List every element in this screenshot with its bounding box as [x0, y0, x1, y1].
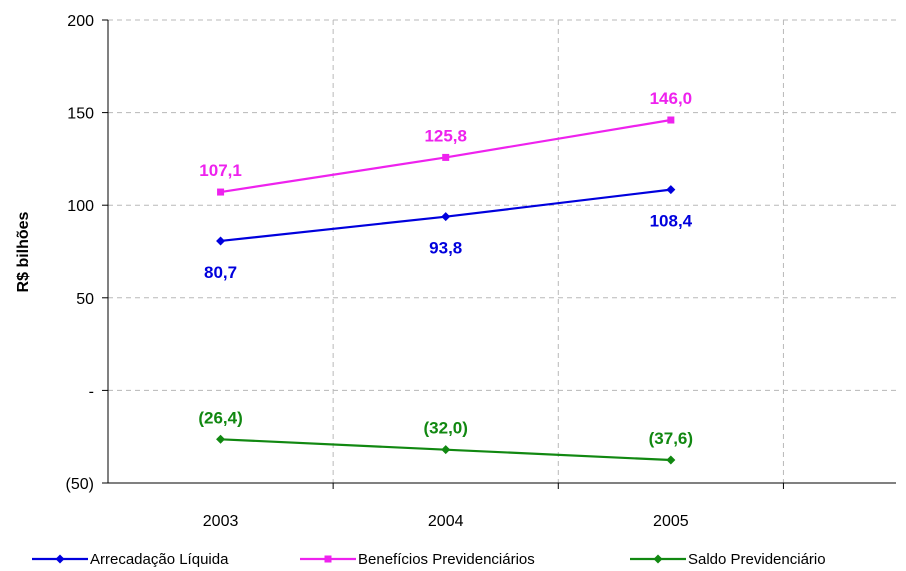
legend-item: Saldo Previdenciário: [630, 548, 826, 570]
x-tick-labels: 2003 2004 2005: [203, 513, 689, 530]
legend: Arrecadação Líquida Benefícios Previdenci…: [0, 548, 906, 570]
data-label: 146,0: [650, 89, 693, 108]
series-2: 107,1 125,8 146,0: [199, 89, 692, 196]
y-tick-label: 150: [67, 106, 94, 123]
x-tick-label: 2005: [653, 513, 689, 530]
axes: [102, 19, 896, 489]
y-axis-label: R$ bilhões: [15, 211, 32, 292]
data-label: 93,8: [429, 239, 462, 258]
legend-swatch: [300, 555, 356, 563]
legend-label: Arrecadação Líquida: [90, 550, 229, 568]
data-point: [666, 455, 676, 465]
data-label: (32,0): [424, 419, 468, 438]
legend-label: Benefícios Previdenciários: [358, 550, 535, 568]
data-label: 108,4: [650, 212, 693, 231]
data-point: [216, 434, 226, 444]
y-tick-label: 100: [67, 198, 94, 215]
legend-swatch: [630, 554, 686, 564]
data-point: [667, 116, 675, 124]
y-tick-label: 200: [67, 13, 94, 30]
data-label: 125,8: [424, 126, 467, 145]
data-point: [217, 188, 225, 196]
x-tick-label: 2004: [428, 513, 464, 530]
y-tick-label: 50: [76, 291, 94, 308]
series-group: 80,7 93,8 108,4 107,1 125,8 146,0 (26,4) (32,0)…: [198, 89, 693, 465]
legend-item: Arrecadação Líquida: [32, 548, 228, 570]
data-point: [442, 153, 450, 161]
data-label: 80,7: [204, 263, 237, 282]
data-point: [441, 212, 451, 222]
y-tick-labels: 200 150 100 50 - (50): [66, 13, 95, 493]
legend-swatch: [32, 554, 88, 564]
y-tick-label: -: [89, 383, 94, 400]
series-1: 80,7 93,8 108,4: [204, 185, 693, 282]
legend-label: Saldo Previdenciário: [688, 550, 826, 568]
data-point: [441, 445, 451, 455]
data-point: [666, 185, 676, 195]
data-point: [216, 236, 226, 246]
data-label: (26,4): [198, 408, 242, 427]
data-label: 107,1: [199, 161, 242, 180]
x-tick-label: 2003: [203, 513, 239, 530]
legend-item: Benefícios Previdenciários: [300, 548, 535, 570]
line-chart: 200 150 100 50 - (50) 2003 2004 2005 R$ bilhões…: [15, 13, 896, 530]
y-tick-label: (50): [66, 476, 94, 493]
series-3: (26,4) (32,0) (37,6): [198, 408, 693, 465]
data-label: (37,6): [649, 429, 693, 448]
